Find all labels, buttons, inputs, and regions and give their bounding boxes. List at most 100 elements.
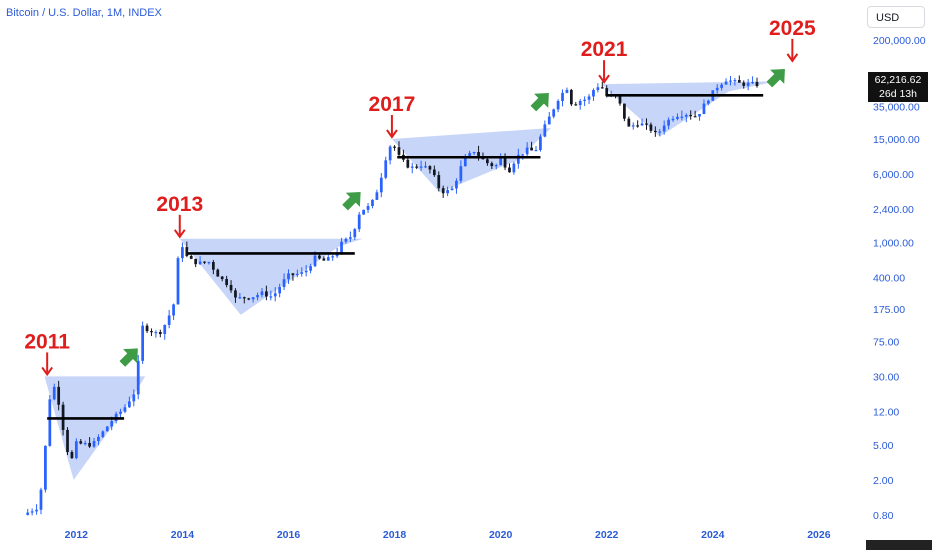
candle-body [587,96,591,100]
candle-body [605,88,609,97]
candle-body [450,188,454,191]
candle-body [185,247,189,256]
candle-body [667,119,670,126]
candlesticks [26,75,759,516]
candle-body [247,298,251,300]
price-axis[interactable]: 200,000.0080,000.0035,000.0015,000.006,0… [873,35,926,522]
green-arrow-icon [342,191,361,211]
candle-body [176,258,180,305]
candle-body [472,152,476,154]
candle-body [203,261,206,263]
candle-body [618,95,622,104]
candle-body [503,156,507,168]
candle-body [662,125,666,132]
candle-body [463,157,467,167]
candle-body [720,84,724,88]
candle-body [455,180,458,189]
candle-body [163,324,167,334]
support-lines [47,94,764,420]
currency-button[interactable]: USD [867,6,925,28]
candle-body [680,116,684,118]
candle-body [70,452,74,459]
time-axis[interactable]: 2012 2014 2016 2018 2020 2022 2024 2026 [65,529,831,541]
candle-body [446,190,449,194]
candle-body [547,116,551,125]
candle-body [733,80,737,82]
green-arrow-shape [530,93,549,112]
y-tick-label: 0.80 [873,510,894,522]
last-price-tag: 62,216.62 26d 13h [868,72,928,102]
candle-body [207,262,211,264]
year-label-2013: 2013 [156,193,203,216]
candle-body [437,175,441,189]
candle-body [300,272,304,274]
red-arrow-icon [386,129,398,139]
candle-body [353,229,357,238]
candle-body [145,325,149,332]
candle-body [530,147,533,151]
candle-body [410,166,414,168]
candle-body [592,90,595,97]
candle-body [234,290,237,298]
candle-body [238,297,242,299]
red-arrow-icon [41,366,53,377]
candle-body [569,89,573,105]
candle-body [66,429,69,453]
candle-body [57,386,61,405]
triangle-pattern-3 [391,127,552,193]
candle-body [154,332,158,334]
x-tick-label: 2026 [807,529,831,541]
candle-body [322,258,326,261]
candle-body [534,150,538,152]
y-tick-label: 5.00 [873,440,894,452]
chart-title: Bitcoin / U.S. Dollar, 1M, INDEX [6,7,162,19]
candle-body [88,442,91,447]
candle-body [141,325,145,361]
candle-body [309,266,312,271]
candle-body [406,159,410,168]
candle-body [181,247,184,259]
candle-body [110,421,114,427]
candle-body [649,124,653,131]
candle-body [746,82,750,86]
candle-body [468,153,472,158]
candle-body [715,87,719,91]
candle-body [432,169,436,176]
candle-body [375,192,379,200]
y-tick-label: 175.00 [873,304,905,316]
candle-body [278,287,282,294]
candle-body [357,214,361,230]
triangle-pattern-1 [44,376,146,480]
candle-body [499,156,503,166]
candle-body [366,206,370,210]
x-tick-label: 2024 [701,529,725,541]
candle-body [658,131,662,133]
candle-body [552,109,556,117]
candle-body [645,123,648,125]
candle-body [318,255,321,259]
candle-body [755,82,759,87]
candle-body [132,394,136,402]
candle-body [424,166,427,168]
candle-body [742,82,746,86]
candle-body [128,401,131,408]
candle-body [415,166,419,168]
candle-body [737,80,741,83]
candle-body [653,130,657,133]
candle-body [26,512,30,515]
candle-body [419,166,423,168]
candle-body [397,147,401,155]
candle-body [561,92,564,101]
candle-body [167,315,171,325]
candle-body [189,255,193,259]
x-tick-label: 2012 [65,529,89,541]
green-arrow-icon [766,69,785,88]
candle-body [574,104,578,106]
candle-body [676,116,679,119]
candle-body [525,147,529,155]
year-label-2017: 2017 [369,93,416,116]
candle-body [751,82,754,84]
candle-body [556,100,560,110]
candle-body [79,441,83,444]
candle-body [220,276,224,280]
